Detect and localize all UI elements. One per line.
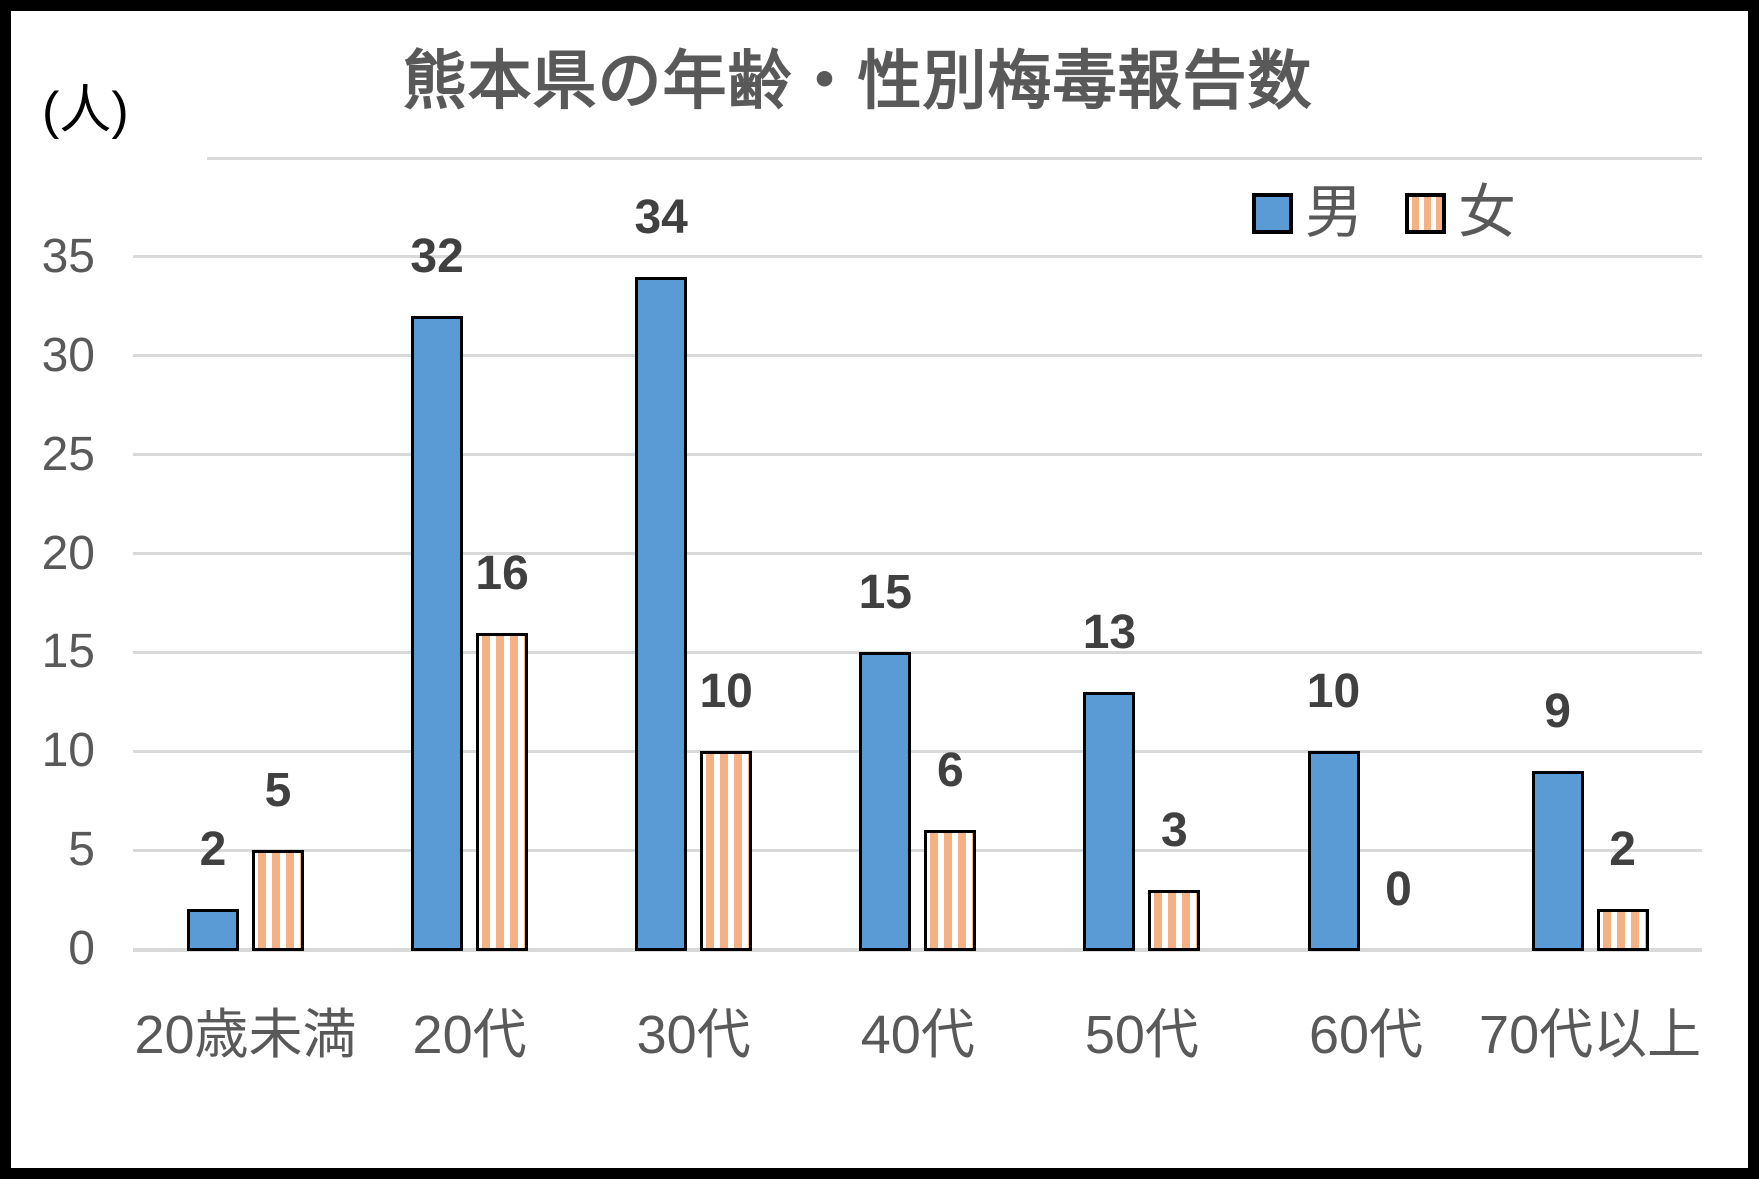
bar-male-60代 [1307, 751, 1360, 951]
legend-male-label: 男 [1305, 180, 1364, 245]
legend-female-swatch [1405, 192, 1447, 234]
legend-item-male: 男 [1252, 183, 1363, 243]
gridline-y-25 [133, 453, 1702, 457]
legend-item-female: 女 [1405, 183, 1516, 243]
bar-male-70代以上 [1531, 771, 1584, 951]
x-axis-label-50代: 50代 [1084, 1005, 1199, 1065]
data-label-male-70代以上: 9 [1544, 685, 1571, 739]
y-axis-tick-5: 5 [68, 823, 95, 877]
y-axis-tick-10: 10 [41, 724, 95, 778]
bar-male-30代 [635, 276, 688, 951]
x-axis-label-20歳未満: 20歳未満 [134, 1005, 357, 1065]
data-label-female-30代: 10 [699, 665, 753, 719]
bar-male-20代 [411, 316, 464, 951]
x-axis-label-30代: 30代 [636, 1005, 751, 1065]
bar-male-40代 [859, 652, 912, 951]
bar-female-70代以上 [1596, 909, 1649, 951]
bar-female-20代 [476, 632, 529, 951]
gridline-y-40 [207, 156, 1702, 160]
legend-female-label: 女 [1458, 180, 1517, 245]
data-label-female-60代: 0 [1385, 863, 1412, 916]
data-label-female-50代: 3 [1161, 803, 1188, 857]
gridline-y-35 [133, 255, 1702, 259]
data-label-male-50代: 13 [1082, 605, 1137, 659]
gridline-y-10 [133, 749, 1702, 753]
y-axis-unit-label: (人) [42, 82, 129, 140]
chart-title: 熊本県の年齢・性別梅毒報告数 [402, 45, 1313, 117]
data-label-female-40代: 6 [936, 744, 964, 798]
gridline-y-5 [133, 848, 1702, 852]
data-label-male-60代: 10 [1306, 665, 1361, 719]
x-axis-label-70代以上: 70代以上 [1479, 1005, 1702, 1065]
gridline-y-20 [133, 552, 1702, 555]
y-axis-tick-25: 25 [41, 427, 95, 481]
data-label-female-20代: 16 [475, 546, 529, 600]
x-axis-label-20代: 20代 [412, 1005, 527, 1065]
y-axis-tick-0: 0 [68, 922, 95, 975]
data-label-male-20代: 32 [410, 230, 464, 284]
data-label-male-40代: 15 [858, 566, 912, 620]
data-label-male-30代: 34 [634, 190, 688, 244]
bar-female-50代 [1148, 889, 1201, 951]
x-axis-label-60代: 60代 [1308, 1005, 1424, 1065]
data-label-male-20歳未満: 2 [199, 823, 227, 877]
gridline-y-15 [133, 650, 1702, 654]
x-axis-label-40代: 40代 [860, 1005, 975, 1065]
gridline-y-0 [133, 947, 1702, 952]
y-axis-tick-30: 30 [41, 328, 95, 382]
legend: 男 女 [1252, 183, 1516, 243]
y-axis-tick-15: 15 [41, 625, 95, 679]
data-label-female-20歳未満: 5 [264, 764, 292, 818]
gridline-y-30 [133, 354, 1702, 358]
y-axis-tick-20: 20 [41, 526, 95, 580]
data-label-female-70代以上: 2 [1609, 823, 1636, 877]
bar-female-30代 [700, 751, 753, 951]
legend-male-swatch [1252, 192, 1293, 234]
bar-female-40代 [924, 830, 977, 951]
bar-male-20歳未満 [187, 909, 239, 951]
bar-female-20歳未満 [252, 850, 304, 951]
y-axis-tick-35: 35 [41, 229, 95, 283]
bar-male-50代 [1083, 691, 1136, 951]
